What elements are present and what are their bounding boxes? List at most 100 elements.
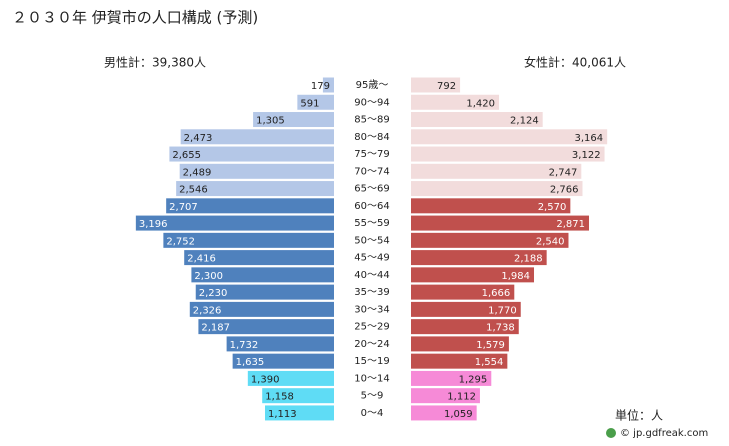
bar xyxy=(411,181,583,197)
value-label: 1,579 xyxy=(476,340,505,351)
age-label: 35～39 xyxy=(354,287,389,298)
bar xyxy=(411,112,543,128)
bar xyxy=(184,250,334,266)
bar xyxy=(253,112,334,128)
value-label: 2,871 xyxy=(556,219,585,230)
age-label: 5～9 xyxy=(361,391,384,402)
age-label: 55～59 xyxy=(354,218,389,229)
bar xyxy=(411,198,571,214)
bar xyxy=(411,146,605,162)
age-label: 50～54 xyxy=(354,235,389,246)
bar xyxy=(411,77,461,93)
bar xyxy=(411,163,582,179)
value-label: 2,747 xyxy=(549,167,578,178)
bar xyxy=(411,94,500,110)
value-label: 1,420 xyxy=(466,98,495,109)
age-label: 40～44 xyxy=(354,270,389,281)
bar xyxy=(411,284,515,300)
bar xyxy=(189,301,334,317)
bar xyxy=(411,388,480,404)
age-label: 70～74 xyxy=(354,166,389,177)
value-label: 2,326 xyxy=(193,305,222,316)
value-label: 3,122 xyxy=(572,150,601,161)
bar xyxy=(411,370,492,386)
bar xyxy=(411,353,508,369)
value-label: 2,230 xyxy=(199,288,228,299)
value-label: 1,732 xyxy=(230,340,259,351)
value-label: 2,188 xyxy=(514,254,543,265)
value-label: 1,984 xyxy=(501,271,530,282)
value-label: 1,112 xyxy=(447,392,476,403)
bar xyxy=(232,353,334,369)
age-label: 90～94 xyxy=(354,97,389,108)
unit-label: 単位：人 xyxy=(615,408,663,423)
bar xyxy=(411,215,590,231)
value-label: 2,187 xyxy=(201,323,230,334)
value-label: 2,546 xyxy=(179,185,208,196)
age-label: 65～69 xyxy=(354,184,389,195)
bar xyxy=(262,388,334,404)
bar xyxy=(411,232,569,248)
bar xyxy=(411,405,477,421)
bar xyxy=(411,336,509,352)
value-label: 3,164 xyxy=(575,133,604,144)
bar xyxy=(135,215,334,231)
bar xyxy=(411,267,535,283)
age-label: 45～49 xyxy=(354,253,389,264)
age-label: 25～29 xyxy=(354,322,389,333)
bar xyxy=(195,284,334,300)
value-label: 591 xyxy=(300,98,319,109)
value-label: 2,655 xyxy=(172,150,201,161)
value-label: 1,295 xyxy=(459,374,488,385)
age-label: 75～79 xyxy=(354,149,389,160)
bar xyxy=(411,301,521,317)
bar xyxy=(191,267,334,283)
bar xyxy=(169,146,334,162)
chart-title: ２０３０年 伊賀市の人口構成 (予測) xyxy=(12,9,258,27)
bar xyxy=(264,405,334,421)
age-label: 85～89 xyxy=(354,115,389,126)
age-label: 15～19 xyxy=(354,356,389,367)
age-label: 20～24 xyxy=(354,339,389,350)
bar xyxy=(176,181,334,197)
value-label: 1,113 xyxy=(268,409,297,420)
bar xyxy=(247,370,334,386)
age-label: 30～34 xyxy=(354,304,389,315)
value-label: 792 xyxy=(437,81,456,92)
value-label: 1,390 xyxy=(251,374,280,385)
bar xyxy=(411,319,519,335)
bar xyxy=(411,129,608,145)
value-label: 2,570 xyxy=(538,202,567,213)
value-label: 1,770 xyxy=(488,305,517,316)
value-label: 2,766 xyxy=(550,185,579,196)
age-label: 10～14 xyxy=(354,373,389,384)
value-label: 2,473 xyxy=(184,133,213,144)
value-label: 1,158 xyxy=(265,392,294,403)
value-label: 3,196 xyxy=(139,219,168,230)
value-label: 1,738 xyxy=(486,323,515,334)
bar xyxy=(322,77,334,93)
female-total: 女性計：40,061人 xyxy=(524,55,626,70)
male-total: 男性計：39,380人 xyxy=(104,55,206,70)
bar xyxy=(180,129,334,145)
value-label: 1,666 xyxy=(482,288,511,299)
value-label: 179 xyxy=(311,81,330,92)
age-label: 95歳～ xyxy=(356,79,389,91)
bar xyxy=(166,198,334,214)
credit-icon xyxy=(606,428,616,438)
bar xyxy=(163,232,334,248)
value-label: 2,416 xyxy=(187,254,216,265)
bar xyxy=(411,250,547,266)
age-label: 0～4 xyxy=(361,408,384,419)
bar xyxy=(198,319,334,335)
age-label: 80～84 xyxy=(354,132,389,143)
value-label: 2,707 xyxy=(169,202,198,213)
value-label: 2,540 xyxy=(536,236,565,247)
value-label: 1,059 xyxy=(444,409,473,420)
age-label: 60～64 xyxy=(354,201,389,212)
value-label: 1,635 xyxy=(236,357,265,368)
value-label: 2,300 xyxy=(194,271,223,282)
bar xyxy=(226,336,334,352)
credit: © jp.gdfreak.com xyxy=(620,428,708,439)
